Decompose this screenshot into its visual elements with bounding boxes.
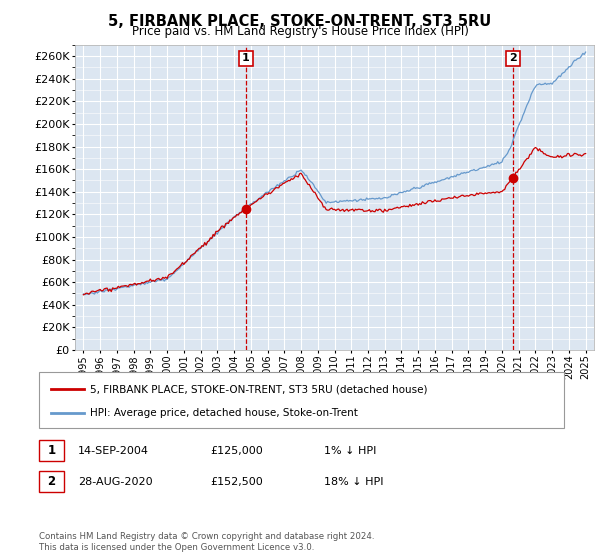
Text: £125,000: £125,000: [210, 446, 263, 456]
Text: 1: 1: [47, 444, 56, 458]
Text: 1% ↓ HPI: 1% ↓ HPI: [324, 446, 376, 456]
Text: 2: 2: [47, 475, 56, 488]
Text: 1: 1: [242, 53, 250, 63]
Text: 18% ↓ HPI: 18% ↓ HPI: [324, 477, 383, 487]
Text: HPI: Average price, detached house, Stoke-on-Trent: HPI: Average price, detached house, Stok…: [90, 408, 358, 418]
Text: Contains HM Land Registry data © Crown copyright and database right 2024.
This d: Contains HM Land Registry data © Crown c…: [39, 532, 374, 552]
Text: £152,500: £152,500: [210, 477, 263, 487]
Text: 5, FIRBANK PLACE, STOKE-ON-TRENT, ST3 5RU: 5, FIRBANK PLACE, STOKE-ON-TRENT, ST3 5R…: [109, 14, 491, 29]
Text: 14-SEP-2004: 14-SEP-2004: [78, 446, 149, 456]
Text: 2: 2: [509, 53, 517, 63]
Text: 5, FIRBANK PLACE, STOKE-ON-TRENT, ST3 5RU (detached house): 5, FIRBANK PLACE, STOKE-ON-TRENT, ST3 5R…: [90, 384, 427, 394]
Text: Price paid vs. HM Land Registry's House Price Index (HPI): Price paid vs. HM Land Registry's House …: [131, 25, 469, 38]
Text: 28-AUG-2020: 28-AUG-2020: [78, 477, 152, 487]
